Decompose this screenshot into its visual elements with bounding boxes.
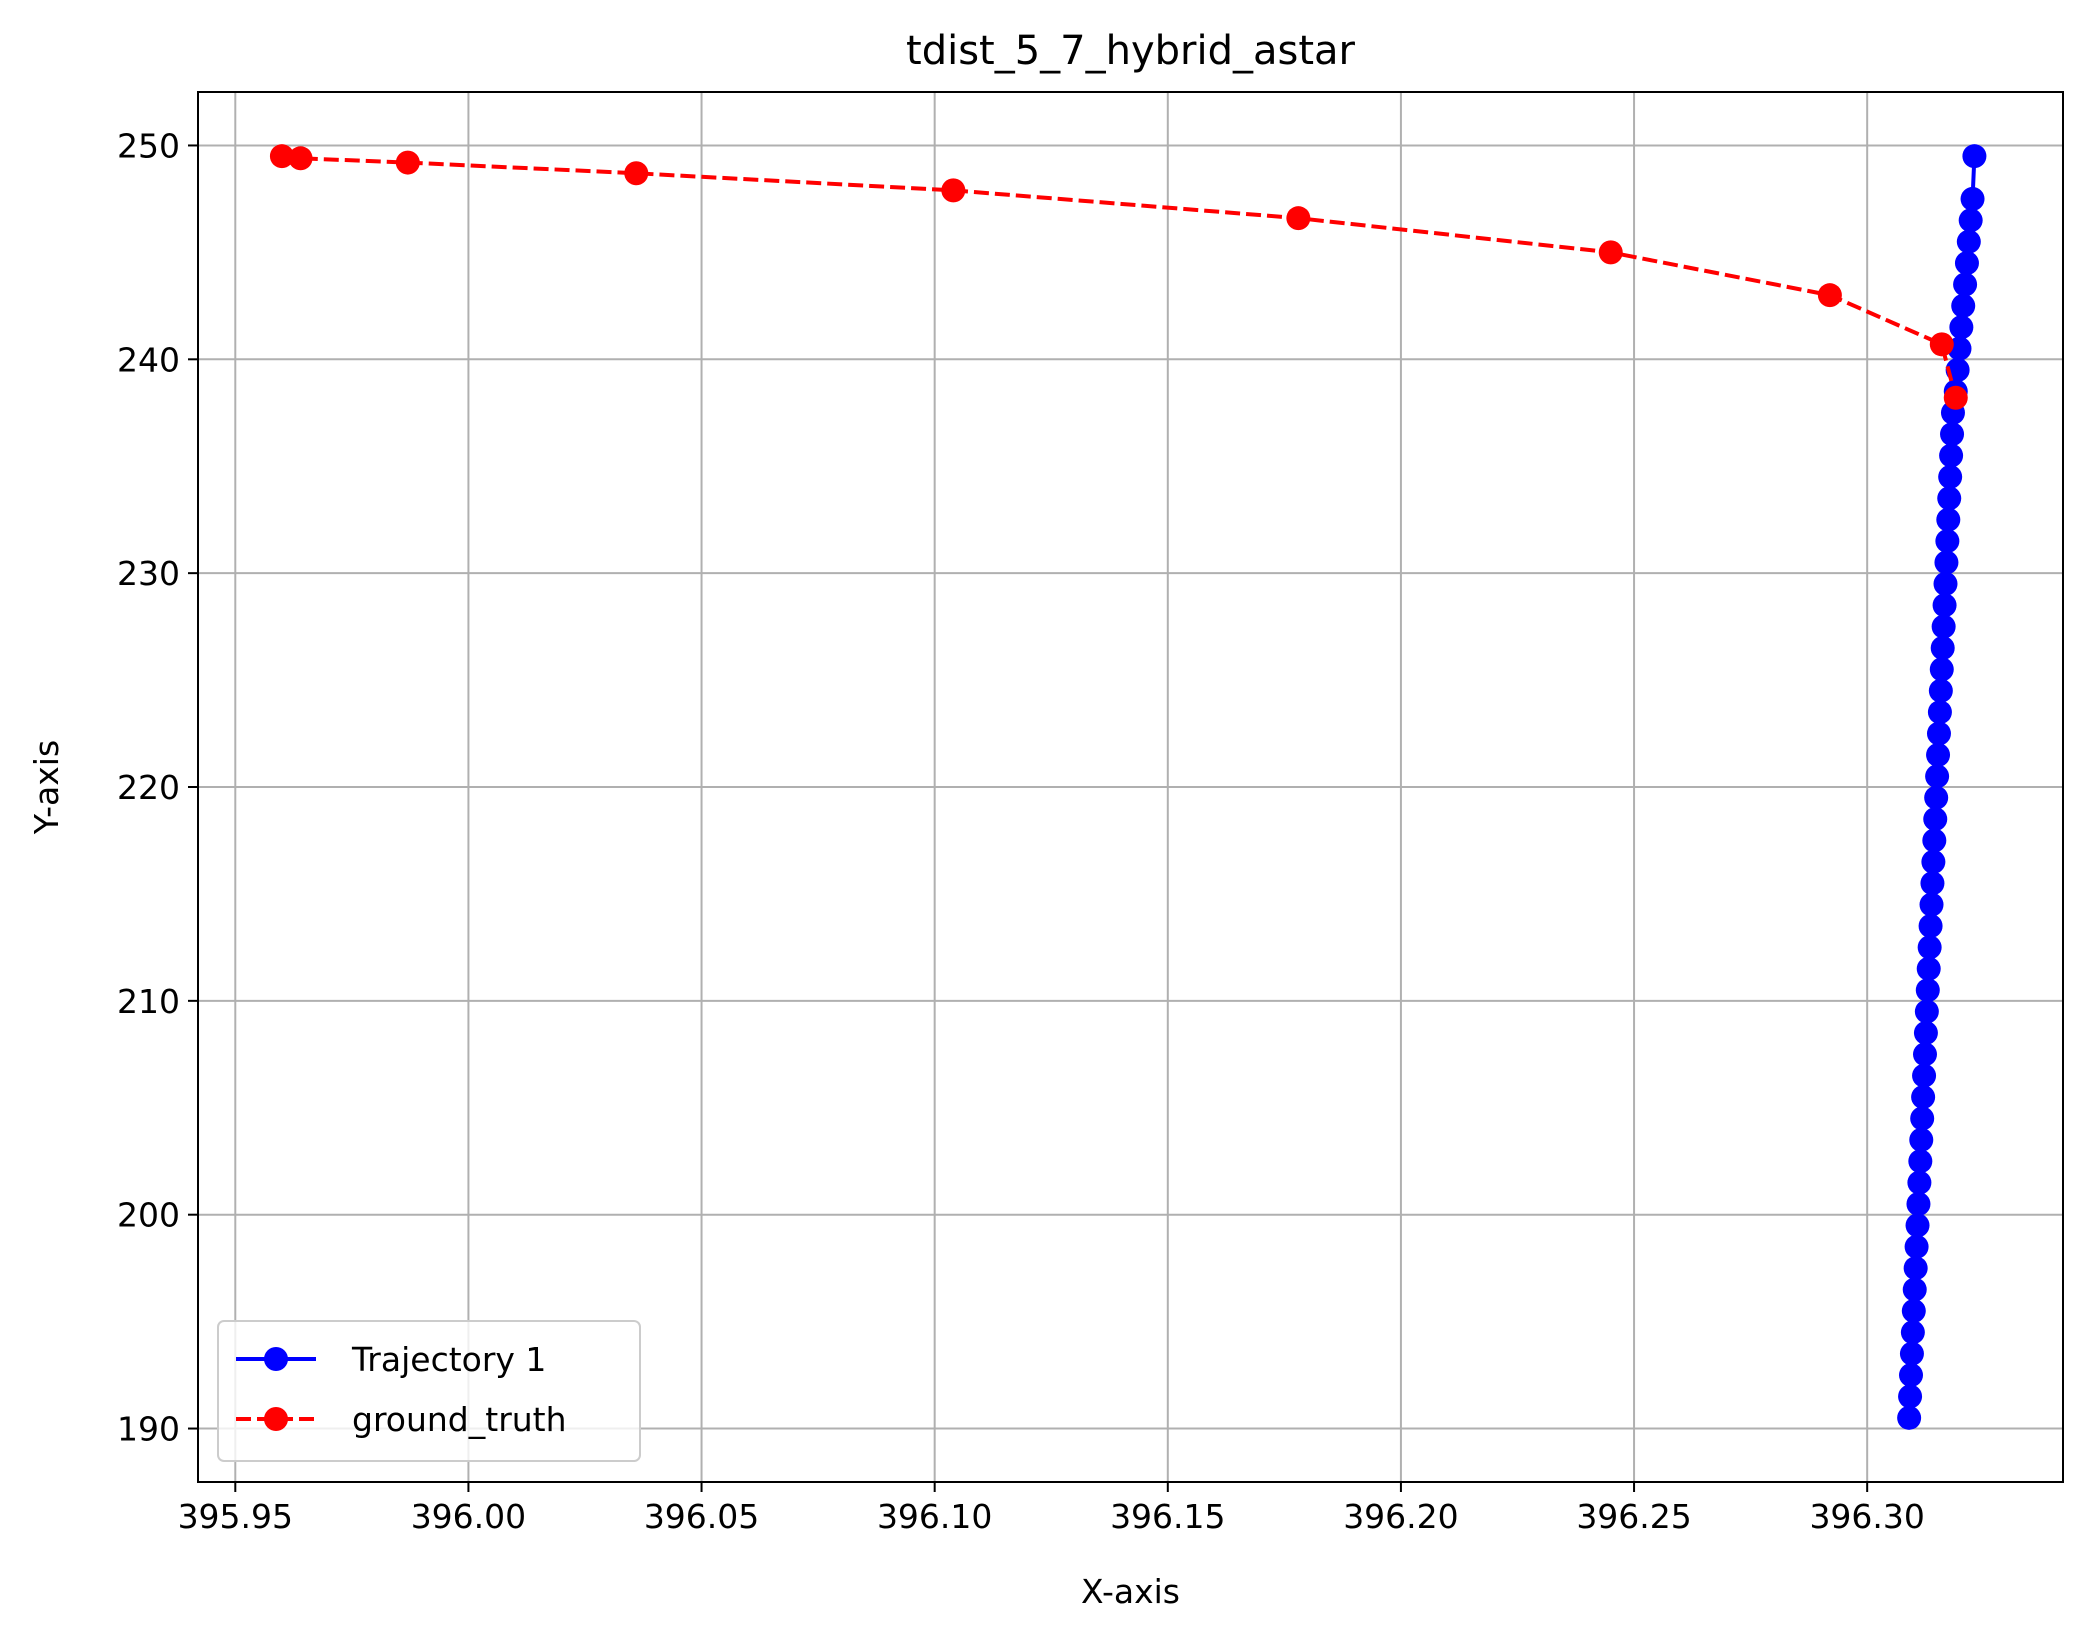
data-point-ground-truth [1598, 240, 1623, 265]
axis-ticks: 395.95 396.00 396.05 396.10 396.15 396.20 396.… [117, 126, 1925, 1536]
data-point-ground-truth [1943, 385, 1968, 410]
data-point-trajectory-1 [1920, 871, 1945, 896]
data-point-trajectory-1 [1930, 636, 1955, 660]
data-point-trajectory-1 [1932, 593, 1957, 618]
data-point-trajectory-1 [1937, 486, 1962, 511]
data-point-trajectory-1 [1912, 1063, 1937, 1088]
data-point-trajectory-1 [1926, 721, 1951, 746]
y-tick-label: 220 [117, 768, 180, 807]
data-point-trajectory-1 [1925, 764, 1950, 789]
data-point-trajectory-1 [1935, 529, 1960, 554]
legend-marker-ground-truth [264, 1407, 288, 1431]
data-point-trajectory-1 [1929, 657, 1954, 682]
series-line-ground-truth [281, 154, 1958, 399]
y-tick-label: 240 [117, 340, 180, 379]
legend-label-trajectory: Trajectory 1 [351, 1340, 546, 1379]
legend-box [217, 1320, 641, 1462]
data-point-trajectory-1 [1902, 1277, 1927, 1302]
data-point-trajectory-1 [1933, 571, 1958, 596]
data-point-trajectory-1 [1912, 1042, 1937, 1067]
data-point-ground-truth [1286, 206, 1311, 231]
y-tick-label: 250 [117, 126, 180, 165]
x-tick-label: 396.25 [1576, 1497, 1691, 1536]
data-point-trajectory-1 [1956, 229, 1981, 254]
series-trajectory-1 [1897, 144, 1987, 1430]
data-point-ground-truth [941, 178, 966, 203]
data-point-trajectory-1 [1926, 742, 1951, 767]
data-point-trajectory-1 [1924, 785, 1949, 810]
y-axis-label: Y-axis [27, 740, 66, 835]
data-point-trajectory-1 [1939, 443, 1964, 468]
y-tick-label: 190 [117, 1410, 180, 1449]
chart-title: tdist_5_7_hybrid_astar [906, 28, 1356, 74]
data-point-trajectory-1 [1958, 208, 1983, 233]
data-point-trajectory-1 [1928, 678, 1953, 703]
data-point-trajectory-1 [1904, 1234, 1929, 1259]
data-point-ground-truth [624, 161, 649, 186]
data-point-trajectory-1 [1949, 315, 1974, 340]
data-point-trajectory-1 [1960, 186, 1985, 211]
data-point-trajectory-1 [1951, 293, 1976, 318]
data-point-trajectory-1 [1908, 1149, 1933, 1174]
series-ground-truth [269, 144, 1968, 410]
data-point-trajectory-1 [1899, 1363, 1924, 1388]
data-point-trajectory-1 [1910, 1106, 1935, 1131]
data-point-ground-truth [269, 144, 294, 169]
data-point-trajectory-1 [1931, 614, 1956, 639]
data-point-trajectory-1 [1905, 1213, 1930, 1238]
data-point-trajectory-1 [1906, 1192, 1931, 1216]
data-point-trajectory-1 [1918, 914, 1943, 938]
data-point-trajectory-1 [1954, 251, 1979, 276]
y-tick-label: 200 [117, 1196, 180, 1235]
data-point-trajectory-1 [1907, 1170, 1932, 1195]
data-point-trajectory-1 [1923, 807, 1948, 832]
data-point-trajectory-1 [1897, 1405, 1922, 1430]
legend: Trajectory 1 ground_truth [217, 1320, 641, 1462]
data-point-ground-truth [395, 150, 420, 175]
data-point-trajectory-1 [1917, 935, 1942, 960]
data-point-trajectory-1 [1909, 1127, 1934, 1152]
x-tick-label: 396.05 [644, 1497, 759, 1536]
data-point-trajectory-1 [1922, 828, 1947, 853]
data-point-ground-truth [1929, 332, 1954, 357]
data-point-trajectory-1 [1900, 1320, 1925, 1345]
legend-marker-trajectory [264, 1347, 288, 1371]
x-tick-label: 396.15 [1110, 1497, 1225, 1536]
data-point-trajectory-1 [1921, 849, 1946, 874]
data-point-trajectory-1 [1898, 1384, 1923, 1409]
data-point-trajectory-1 [1899, 1341, 1924, 1366]
x-tick-label: 396.20 [1343, 1497, 1458, 1536]
data-point-trajectory-1 [1938, 464, 1963, 489]
data-point-trajectory-1 [1953, 272, 1978, 297]
data-point-trajectory-1 [1919, 892, 1944, 917]
y-tick-label: 210 [117, 982, 180, 1021]
y-tick-label: 230 [117, 554, 180, 593]
data-point-trajectory-1 [1911, 1085, 1936, 1110]
data-point-trajectory-1 [1962, 144, 1987, 169]
data-point-trajectory-1 [1927, 700, 1952, 725]
data-point-ground-truth [1817, 283, 1842, 308]
data-point-ground-truth [288, 146, 313, 171]
data-point-trajectory-1 [1903, 1256, 1928, 1281]
plot-series [269, 144, 1987, 1430]
x-tick-label: 396.30 [1809, 1497, 1924, 1536]
data-point-trajectory-1 [1915, 978, 1940, 1003]
x-tick-label: 396.00 [411, 1497, 526, 1536]
data-point-trajectory-1 [1934, 550, 1959, 575]
legend-label-ground-truth: ground_truth [352, 1400, 567, 1439]
data-point-trajectory-1 [1916, 956, 1941, 981]
x-tick-label: 396.10 [877, 1497, 992, 1536]
data-point-trajectory-1 [1901, 1298, 1926, 1323]
data-point-trajectory-1 [1913, 1020, 1938, 1045]
x-tick-label: 395.95 [178, 1497, 293, 1536]
data-point-trajectory-1 [1940, 422, 1965, 447]
data-point-trajectory-1 [1936, 507, 1961, 532]
data-point-trajectory-1 [1914, 999, 1939, 1024]
x-axis-label: X-axis [1081, 1572, 1180, 1611]
